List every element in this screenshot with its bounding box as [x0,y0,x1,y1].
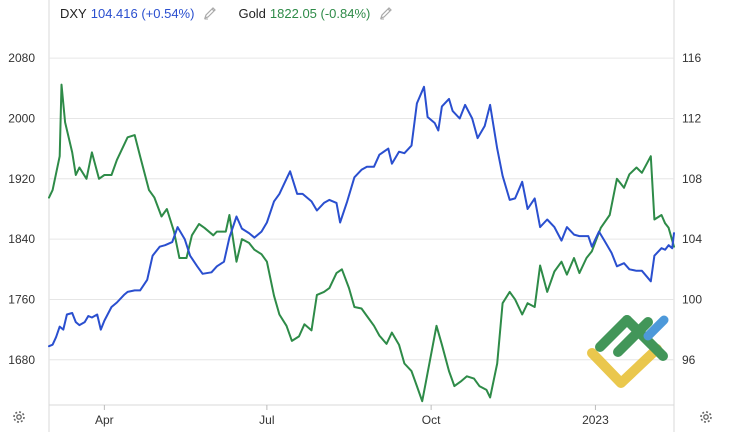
right-tick-label: 108 [682,172,702,186]
brand-logo [587,315,669,388]
left-tick-label: 2080 [8,51,35,65]
legend-dxy-value: 104.416 (+0.54%) [90,5,195,21]
right-tick-label: 116 [682,51,701,65]
series-line-gold [48,83,675,403]
gear-icon[interactable] [12,410,26,424]
right-tick-label: 104 [682,232,702,246]
left-axis-ticks: 1680 1760 1840 1920 2000 2080 [8,51,35,367]
right-tick-label: 112 [682,111,701,125]
left-tick-label: 1840 [8,232,35,246]
gridlines [48,0,675,432]
series-line-dxy [48,85,675,348]
right-tick-label: 100 [682,292,702,306]
legend: DXY 104.416 (+0.54%) Gold 1822.05 (-0.84… [60,5,414,21]
gear-icon[interactable] [699,410,713,424]
pencil-icon[interactable] [378,5,394,21]
x-axis-ticks: Apr Jul Oct 2023 [95,405,609,427]
left-tick-label: 1920 [8,172,35,186]
series-lines [48,83,675,403]
left-tick-label: 1680 [8,353,35,367]
x-tick-label: 2023 [582,413,609,427]
pencil-icon[interactable] [202,5,218,21]
left-tick-label: 1760 [8,292,35,306]
x-tick-label: Apr [95,413,114,427]
right-tick-label: 96 [682,353,696,367]
legend-dxy-name: DXY [60,5,87,21]
x-tick-label: Jul [259,413,274,427]
legend-gold-value: 1822.05 (-0.84%) [269,5,371,21]
left-tick-label: 2000 [8,111,35,125]
right-axis-ticks: 96 100 104 108 112 116 [682,51,702,367]
x-tick-label: Oct [422,413,441,427]
legend-gold-name: Gold [238,5,266,21]
